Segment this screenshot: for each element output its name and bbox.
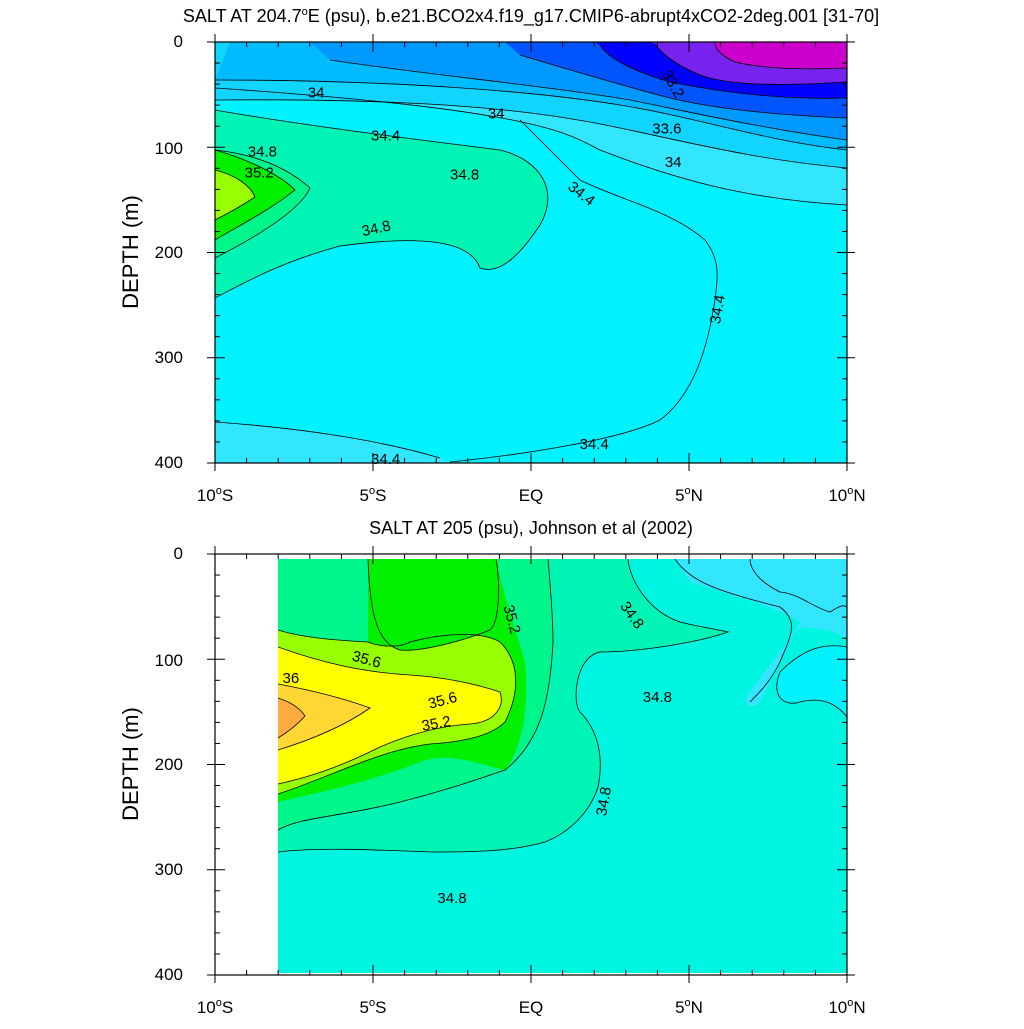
contour-fill-layer	[278, 559, 847, 973]
contour-label: 34	[488, 106, 505, 123]
x-tick-label: EQ	[519, 998, 544, 1017]
contour-label: 34.4	[371, 128, 400, 145]
contour-label: 36	[282, 670, 299, 687]
contour-label: 34.4	[580, 436, 609, 453]
fill-lime-upper	[368, 559, 500, 651]
contour-line	[278, 683, 371, 751]
contour-label: 34.4	[371, 451, 400, 468]
model-salinity-chart: SALT AT 204.7oE (psu), b.e21.BCO2x4.f19_…	[118, 6, 879, 505]
axis-ticks	[207, 34, 855, 471]
fill-seafoam-lens	[215, 110, 548, 298]
contour-label: 34.8	[450, 167, 479, 184]
y-axis-label: DEPTH (m)	[118, 195, 143, 309]
contour-line	[654, 43, 847, 85]
contour-lines	[215, 43, 847, 463]
contour-line	[278, 629, 517, 795]
contour-label: 34.8	[248, 143, 277, 160]
fill-light-cyan-bottom	[215, 422, 450, 463]
contour-label: 34	[665, 154, 682, 171]
y-axis-label: DEPTH (m)	[118, 707, 143, 821]
fill-orange	[278, 698, 305, 738]
x-tick-label: EQ	[519, 486, 544, 505]
x-tick-label: 10oS	[197, 997, 233, 1017]
contour-line	[278, 646, 502, 785]
contour-line	[329, 59, 847, 141]
fill-cyan-east	[776, 645, 847, 717]
contour-line	[776, 671, 847, 718]
contour-label: 35.6	[350, 648, 383, 672]
contour-line	[674, 559, 792, 703]
observed-salinity-chart: SALT AT 205 (psu), Johnson et al (2002) …	[118, 518, 866, 1017]
x-tick-labels: 10oS 5oS EQ 5oN 10oN	[197, 485, 866, 505]
x-tick-labels: 10oS 5oS EQ 5oN 10oN	[197, 997, 866, 1017]
contour-label: 35.6	[426, 689, 459, 713]
contour-label: 34	[308, 85, 325, 102]
fill-green-core	[215, 150, 295, 240]
chart-title: SALT AT 204.7oE (psu), b.e21.BCO2x4.f19_…	[183, 6, 879, 27]
x-tick-label: 5oN	[675, 997, 703, 1017]
contour-label: 34.8	[437, 890, 466, 907]
contour-line	[449, 119, 718, 463]
fill-light-cyan-northeast	[675, 559, 847, 707]
x-tick-label: 10oN	[828, 997, 865, 1017]
contour-line	[215, 87, 847, 206]
fill-lime-core	[215, 170, 255, 220]
contour-line	[215, 169, 256, 221]
contour-line	[519, 54, 847, 119]
y-tick-label: 100	[155, 139, 183, 158]
contour-label: 34.8	[593, 786, 615, 818]
contour-line	[215, 149, 296, 241]
model-salinity-panel: SALT AT 204.7oE (psu), b.e21.BCO2x4.f19_…	[0, 0, 1024, 512]
contour-line	[215, 149, 311, 259]
observed-salinity-panel: SALT AT 205 (psu), Johnson et al (2002) …	[0, 512, 1024, 1024]
contour-label: 33.6	[652, 120, 681, 137]
y-tick-label: 200	[155, 755, 183, 774]
contour-label: 35.2	[420, 713, 452, 735]
contour-label: 34.4	[707, 294, 729, 326]
x-tick-label: 5oN	[675, 485, 703, 505]
y-tick-label: 200	[155, 243, 183, 262]
fill-yellow	[278, 647, 502, 784]
contour-label: 34.8	[360, 217, 392, 240]
fill-magenta	[715, 42, 847, 69]
y-tick-label: 400	[155, 453, 183, 472]
y-tick-label: 300	[155, 348, 183, 367]
contour-fill-layer	[215, 42, 847, 463]
contour-line	[278, 559, 554, 831]
contour-label: 34.8	[643, 689, 672, 706]
contour-line	[749, 559, 847, 613]
contour-line	[779, 645, 847, 673]
y-tick-label: 300	[155, 860, 183, 879]
contour-line	[714, 43, 847, 70]
axis-ticks	[207, 546, 855, 983]
y-tick-label: 100	[155, 651, 183, 670]
x-tick-label: 10oS	[197, 485, 233, 505]
contour-line	[278, 559, 730, 853]
contour-line	[599, 44, 847, 99]
x-tick-label: 5oS	[360, 997, 387, 1017]
y-tick-label: 400	[155, 965, 183, 984]
y-tick-label: 0	[174, 544, 183, 563]
contour-line	[215, 109, 549, 299]
contour-line	[278, 697, 306, 739]
contour-line	[215, 421, 441, 459]
contour-line	[215, 79, 847, 151]
x-tick-label: 10oN	[828, 485, 865, 505]
contour-lines	[278, 559, 847, 853]
contour-label: 35.2	[500, 603, 524, 636]
chart-title: SALT AT 205 (psu), Johnson et al (2002)	[369, 518, 693, 538]
y-tick-label: 0	[174, 32, 183, 51]
contour-label: 35.2	[245, 165, 274, 182]
contour-line	[367, 559, 499, 651]
x-tick-label: 5oS	[360, 485, 387, 505]
